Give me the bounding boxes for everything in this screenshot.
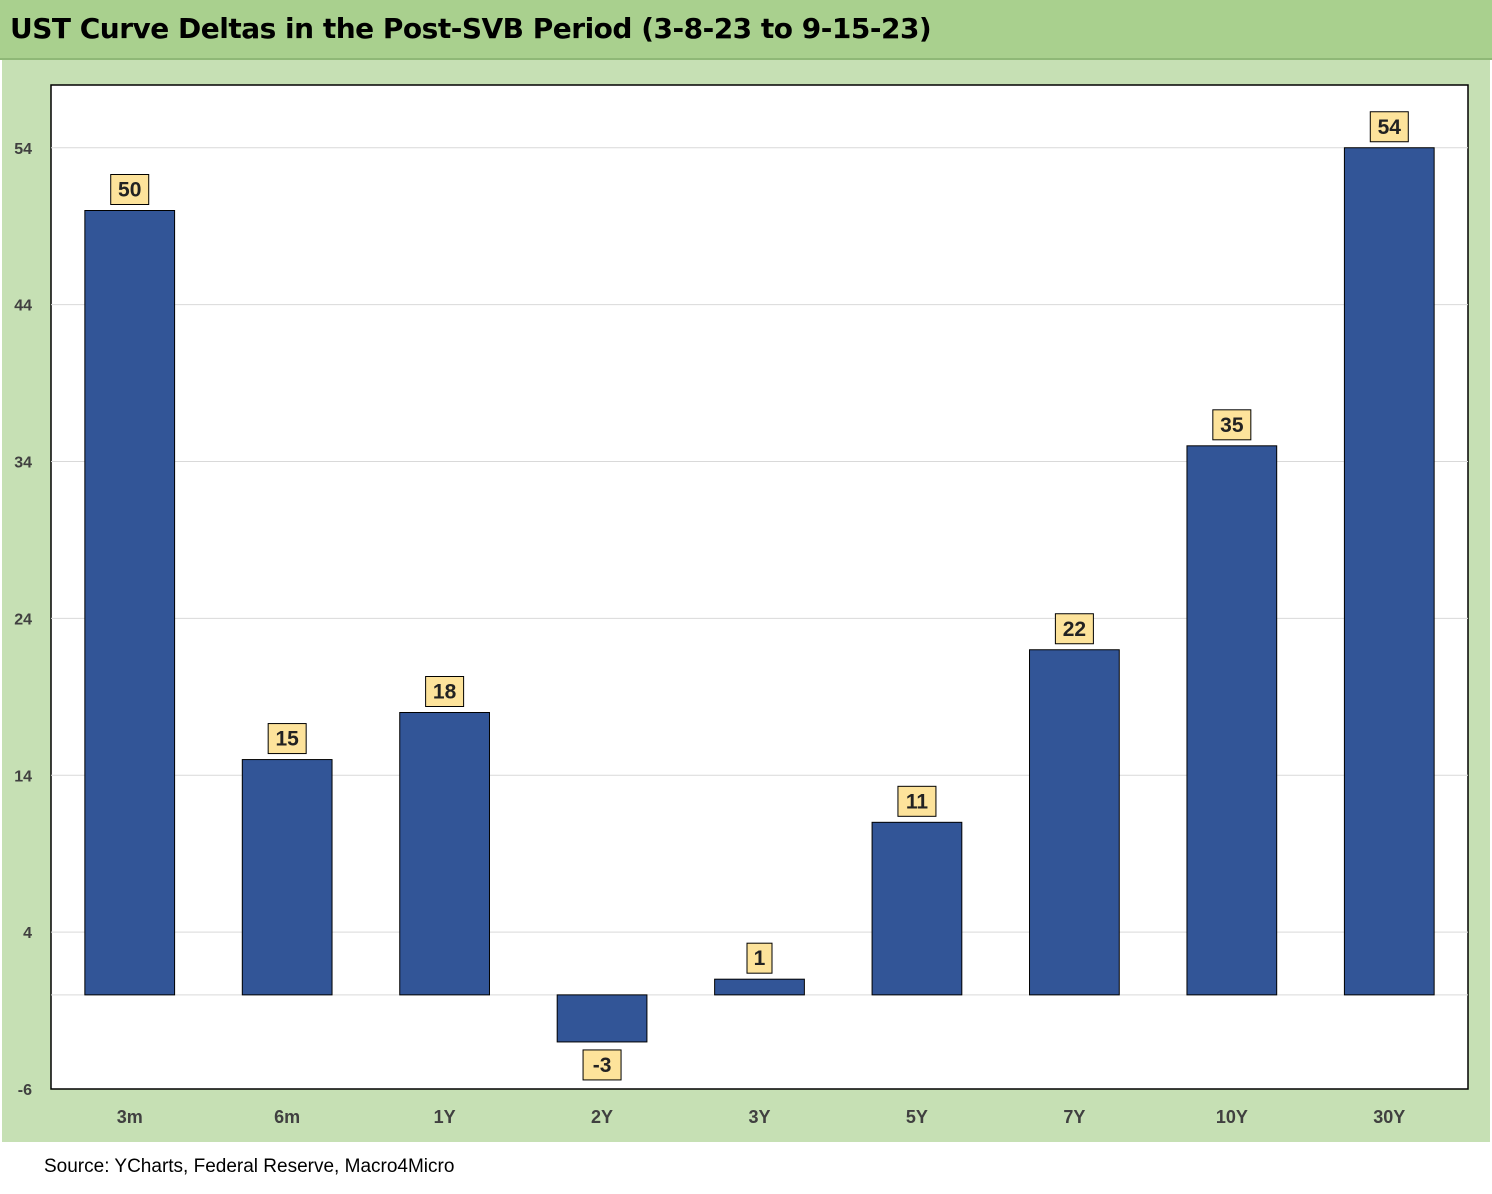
bar-3Y xyxy=(714,978,805,996)
x-tick-label: 5Y xyxy=(906,1107,928,1127)
data-label: 18 xyxy=(433,681,457,704)
y-tick-label: 44 xyxy=(14,298,32,315)
chart-title: UST Curve Deltas in the Post-SVB Period … xyxy=(10,12,932,45)
y-axis: -6 4 14 24 34 44 54 xyxy=(14,141,32,1099)
data-label-box xyxy=(267,723,307,755)
bar-2Y xyxy=(556,994,648,1043)
data-label: 50 xyxy=(118,179,141,202)
data-label: 1 xyxy=(754,947,766,970)
footer: Source: YCharts, Federal Reserve, Macro4… xyxy=(0,1142,1492,1194)
bar-30Y xyxy=(1343,147,1435,996)
x-tick-label: 3m xyxy=(117,1107,143,1127)
y-tick-label: 24 xyxy=(14,611,32,628)
data-label: 54 xyxy=(1378,116,1402,139)
data-label: 22 xyxy=(1063,618,1086,641)
bar-6m xyxy=(241,759,333,996)
data-label-box xyxy=(1212,409,1252,441)
bars xyxy=(84,147,1435,1043)
title-bar: UST Curve Deltas in the Post-SVB Period … xyxy=(0,0,1492,60)
x-tick-label: 2Y xyxy=(591,1107,613,1127)
bar-3m xyxy=(84,210,176,996)
data-label-box xyxy=(1054,613,1094,645)
data-label: 35 xyxy=(1220,414,1244,437)
y-tick-label: 14 xyxy=(14,768,32,785)
data-label-box xyxy=(897,785,937,817)
bar-10Y xyxy=(1186,445,1278,996)
data-label-box xyxy=(425,676,465,707)
source-note: Source: YCharts, Federal Reserve, Macro4… xyxy=(44,1156,455,1177)
x-tick-label: 6m xyxy=(274,1107,300,1127)
data-label: 15 xyxy=(275,728,299,751)
y-tick-label: -6 xyxy=(18,1082,32,1099)
x-axis: 3m 6m 1Y 2Y 3Y 5Y 7Y 10Y 30Y xyxy=(117,1107,1406,1127)
data-label-box xyxy=(582,1049,622,1081)
data-label-box xyxy=(110,174,150,205)
x-tick-label: 1Y xyxy=(434,1107,456,1127)
data-label: 11 xyxy=(906,790,929,813)
y-tick-label: 4 xyxy=(23,925,32,942)
data-label-box xyxy=(1369,111,1409,143)
x-tick-label: 10Y xyxy=(1216,1107,1248,1127)
chart-area: 50 15 18 -3 1 11 22 35 54 -6 4 14 24 34 44 54 3m 6m 1Y 2Y… xyxy=(2,60,1490,1142)
bar-5Y xyxy=(871,821,963,996)
bar-7Y xyxy=(1029,649,1120,996)
data-label: -3 xyxy=(593,1054,612,1077)
x-tick-label: 7Y xyxy=(1063,1107,1085,1127)
data-label-box xyxy=(746,942,773,974)
x-tick-label: 3Y xyxy=(748,1107,770,1127)
x-tick-label: 30Y xyxy=(1373,1107,1405,1127)
bar-1Y xyxy=(399,712,490,996)
y-tick-label: 54 xyxy=(14,141,32,158)
y-tick-label: 34 xyxy=(14,455,32,472)
